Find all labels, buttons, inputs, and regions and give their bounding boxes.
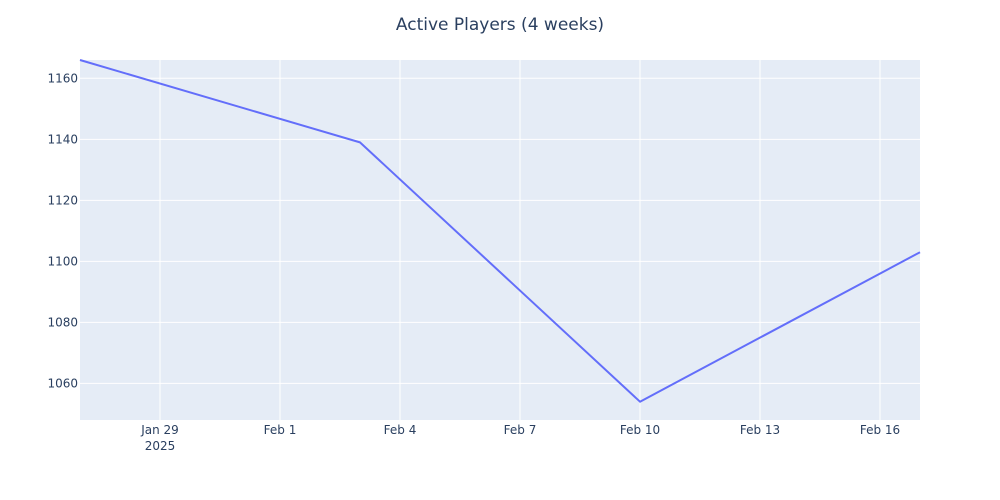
x-tick-label: Jan 29 — [140, 423, 179, 437]
y-tick-label: 1160 — [47, 71, 78, 85]
y-tick-label: 1080 — [47, 315, 78, 329]
x-tick-label: Feb 7 — [504, 423, 537, 437]
grid-lines — [80, 60, 920, 420]
y-tick-label: 1060 — [47, 376, 78, 390]
x-axis: Jan 29 2025 Feb 1 Feb 4 Feb 7 Feb 10 Feb 13 Feb… — [140, 423, 900, 453]
x-tick-label: Feb 4 — [384, 423, 417, 437]
x-tick-sublabel: 2025 — [145, 439, 176, 453]
series-line — [79, 59, 921, 403]
series-group — [79, 59, 921, 403]
plot-area — [80, 60, 920, 420]
y-tick-label: 1140 — [47, 132, 78, 146]
x-tick-label: Feb 1 — [264, 423, 297, 437]
x-tick-label: Feb 10 — [620, 423, 660, 437]
x-tick-label: Feb 16 — [860, 423, 900, 437]
chart-title: Active Players (4 weeks) — [396, 15, 604, 35]
y-tick-label: 1100 — [47, 254, 78, 268]
y-axis: 1060 1080 1100 1120 1140 1160 — [47, 71, 78, 390]
x-tick-label: Feb 13 — [740, 423, 780, 437]
y-tick-label: 1120 — [47, 193, 78, 207]
